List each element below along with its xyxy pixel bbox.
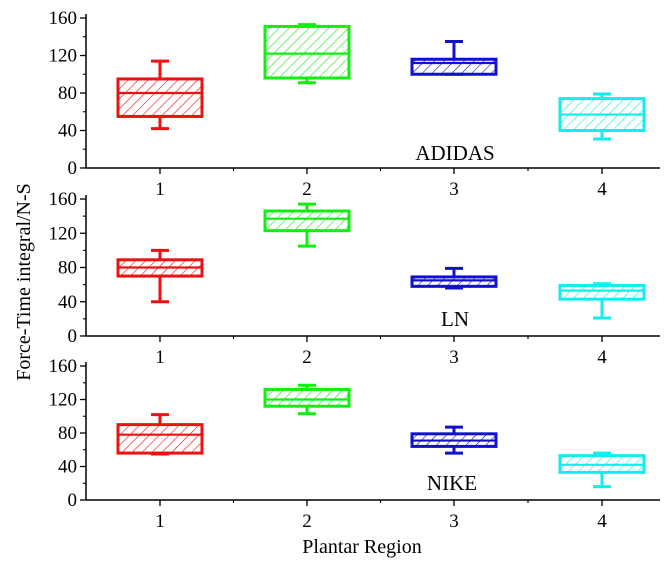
- x-tick-label: 3: [449, 511, 459, 532]
- y-tick-label: 0: [68, 158, 78, 179]
- box-3-1: [116, 413, 204, 456]
- x-tick-label: 4: [597, 179, 607, 200]
- box-1-3: [410, 39, 498, 76]
- y-tick-label: 0: [68, 326, 78, 347]
- box-iqr: [410, 57, 498, 76]
- panel-label: LN: [441, 307, 469, 331]
- y-tick-label: 120: [49, 223, 78, 244]
- box-1-1: [116, 59, 204, 131]
- y-tick-label: 120: [49, 390, 78, 411]
- box-iqr: [116, 77, 204, 118]
- panel-label: ADIDAS: [415, 141, 494, 165]
- x-tick-label: 1: [155, 179, 165, 200]
- panel-1: 0 40 80 120 160 1 2 3 4 ADIDAS: [49, 8, 660, 200]
- y-tick-label: 160: [49, 8, 78, 29]
- y-tick-label: 160: [49, 356, 78, 377]
- y-tick-label: 80: [58, 258, 77, 279]
- y-axis-title: Force-Time integral/N-S: [13, 183, 35, 381]
- box-iqr: [263, 209, 351, 233]
- x-tick-label: 3: [449, 347, 459, 368]
- box-iqr: [263, 387, 351, 408]
- panel-label: NIKE: [427, 471, 477, 495]
- x-tick-label: 1: [155, 511, 165, 532]
- x-tick-label: 1: [155, 347, 165, 368]
- y-tick-label: 80: [58, 83, 77, 104]
- box-2-4: [558, 282, 646, 320]
- y-tick-label: 40: [58, 292, 77, 313]
- x-tick-label: 3: [449, 179, 459, 200]
- box-3-3: [410, 425, 498, 455]
- box-1-2: [263, 23, 351, 85]
- box-iqr: [558, 283, 646, 301]
- y-tick-label: 40: [58, 457, 77, 478]
- y-tick-label: 40: [58, 121, 77, 142]
- box-iqr: [263, 24, 351, 80]
- x-tick-label: 2: [302, 179, 312, 200]
- box-iqr: [410, 275, 498, 288]
- y-tick-label: 160: [49, 189, 78, 210]
- box-2-2: [263, 202, 351, 248]
- box-iqr: [116, 423, 204, 455]
- box-2-1: [116, 248, 204, 304]
- x-tick-label: 4: [597, 511, 607, 532]
- panel-2: 0 40 80 120 160 1 2 3 4 LN: [49, 189, 660, 368]
- x-tick-label: 2: [302, 511, 312, 532]
- box-3-4: [558, 451, 646, 489]
- panel-3: 0 40 80 120 160 1 2 3 4 NIKE: [49, 356, 660, 532]
- box-2-3: [410, 266, 498, 290]
- box-3-2: [263, 383, 351, 416]
- panels-group: 0 40 80 120 160 1 2 3 4 ADIDAS 0 40 80 120 160 1 2 3 4 LN 0 4…: [49, 8, 660, 532]
- y-tick-label: 80: [58, 423, 77, 444]
- x-tick-label: 4: [597, 347, 607, 368]
- x-tick-label: 2: [302, 347, 312, 368]
- y-tick-label: 0: [68, 490, 78, 511]
- x-axis-title: Plantar Region: [302, 536, 421, 558]
- box-1-4: [558, 92, 646, 141]
- y-tick-label: 120: [49, 46, 78, 67]
